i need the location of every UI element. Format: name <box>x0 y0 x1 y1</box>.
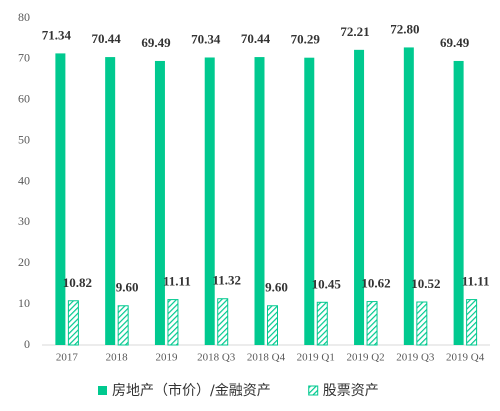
bar <box>403 47 414 346</box>
x-tick-label: 2018 Q3 <box>197 352 236 364</box>
value-label: 10.45 <box>312 276 342 291</box>
value-label: 11.32 <box>212 273 241 288</box>
value-label: 11.11 <box>462 274 490 289</box>
y-tick-label: 40 <box>18 173 30 187</box>
value-label: 9.60 <box>116 280 139 295</box>
bar <box>316 301 328 346</box>
bar <box>154 60 165 345</box>
x-tick-label: 2019 Q1 <box>297 352 335 364</box>
bar <box>167 299 179 346</box>
y-tick-label: 30 <box>18 214 30 228</box>
bar <box>466 299 478 346</box>
value-label: 70.44 <box>92 31 122 46</box>
y-tick-label: 0 <box>24 337 30 351</box>
value-label: 10.52 <box>411 276 440 291</box>
value-label: 11.11 <box>163 274 191 289</box>
x-tick-label: 2018 <box>106 352 129 364</box>
value-label: 10.62 <box>361 276 390 291</box>
bar <box>67 300 79 346</box>
value-label: 69.49 <box>440 35 470 50</box>
bar <box>55 53 66 345</box>
value-label: 72.80 <box>390 21 419 36</box>
bar <box>453 60 464 345</box>
x-tick-label: 2018 Q4 <box>247 352 286 364</box>
bar <box>366 301 378 346</box>
x-tick-label: 2019 Q3 <box>396 352 435 364</box>
value-label: 70.34 <box>191 31 221 46</box>
value-label: 71.34 <box>42 27 72 42</box>
legend-label: 房地产（市价）/金融资产 <box>112 382 271 399</box>
y-tick-label: 60 <box>18 92 30 106</box>
legend-label: 股票资产 <box>323 383 379 399</box>
value-label: 70.44 <box>241 31 271 46</box>
y-tick-label: 50 <box>18 132 30 146</box>
legend-swatch <box>98 386 107 395</box>
bar <box>354 49 365 346</box>
y-tick-label: 80 <box>18 10 30 24</box>
bar <box>254 57 265 345</box>
bar <box>304 57 315 345</box>
bar <box>204 57 215 345</box>
y-tick-label: 10 <box>18 296 30 310</box>
bar <box>105 57 116 345</box>
value-label: 70.29 <box>291 32 321 47</box>
bar <box>117 305 129 346</box>
y-tick-label: 70 <box>18 51 30 65</box>
y-tick-label: 20 <box>18 255 30 269</box>
x-tick-label: 2019 Q2 <box>346 352 384 364</box>
value-label: 9.60 <box>265 280 288 295</box>
bar <box>416 301 428 346</box>
value-label: 69.49 <box>141 35 171 50</box>
x-tick-label: 2017 <box>56 352 79 364</box>
x-tick-label: 2019 Q4 <box>446 352 485 364</box>
value-label: 72.21 <box>340 24 369 39</box>
bar <box>217 298 229 346</box>
bar <box>267 305 278 346</box>
x-tick-label: 2019 <box>155 352 178 364</box>
value-label: 10.82 <box>63 275 92 290</box>
legend-swatch <box>308 385 319 396</box>
